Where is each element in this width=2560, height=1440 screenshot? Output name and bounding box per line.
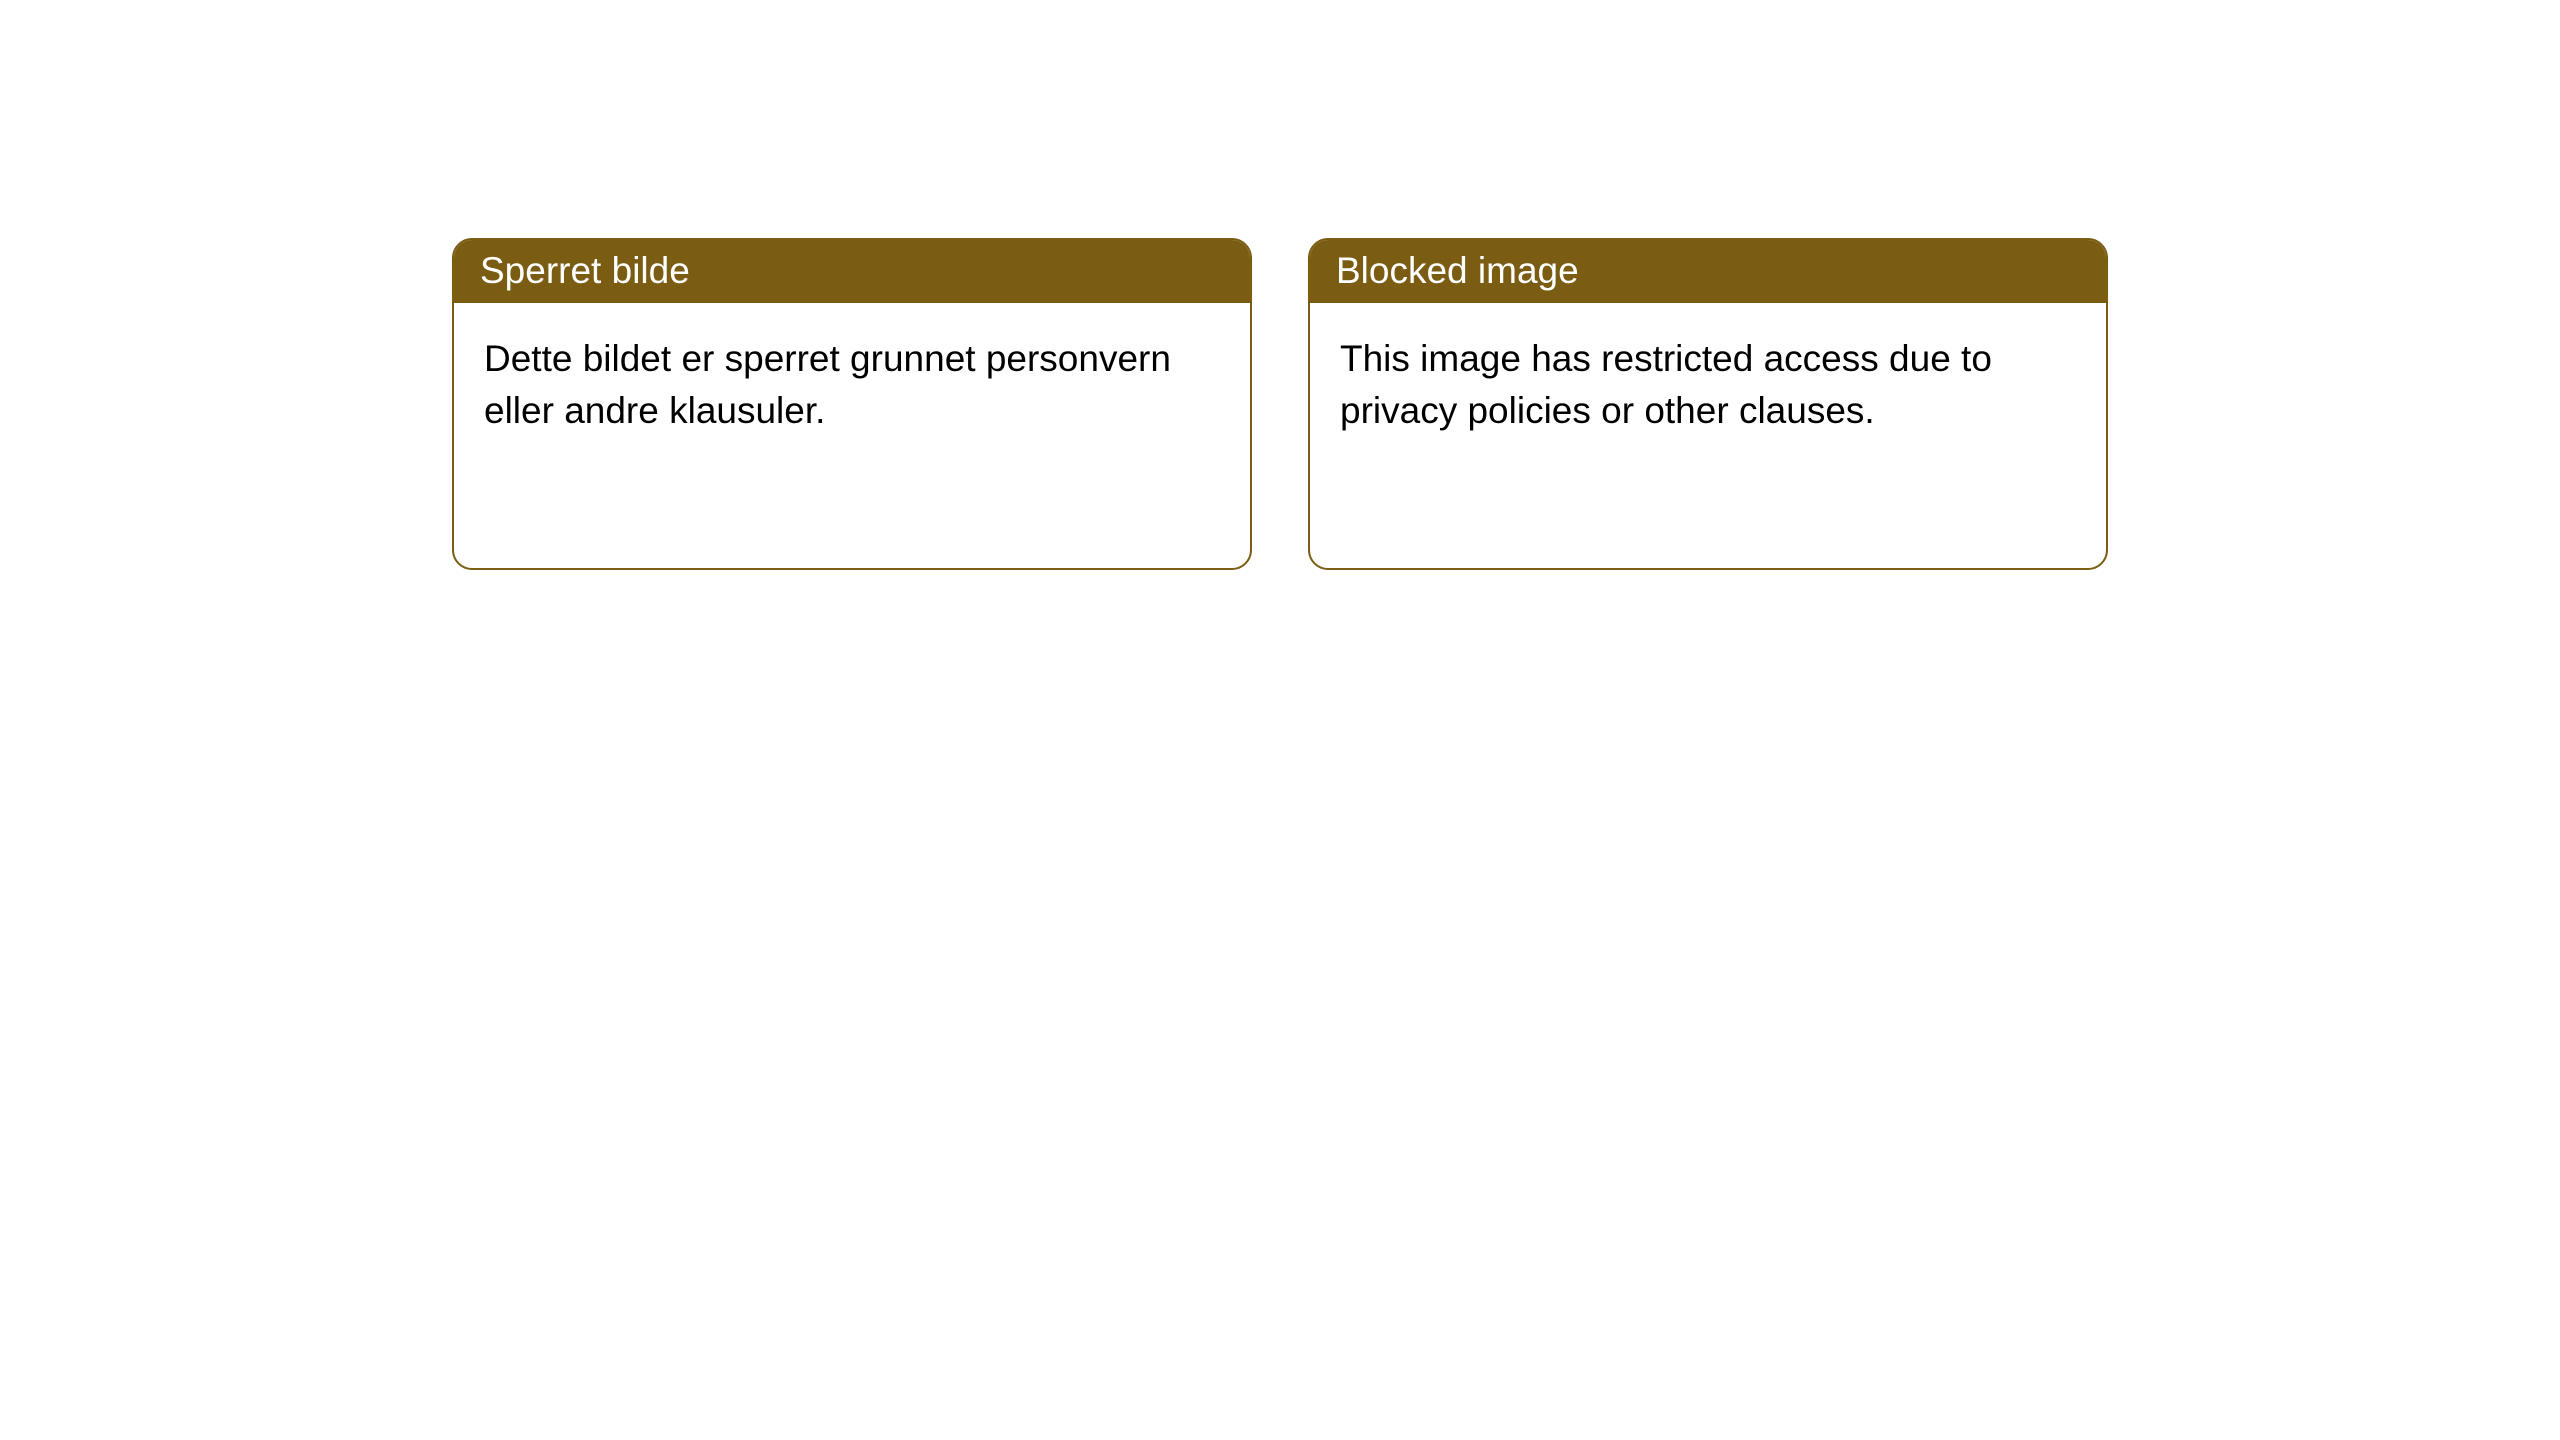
notice-card-english: Blocked image This image has restricted … <box>1308 238 2108 570</box>
notice-card-body: This image has restricted access due to … <box>1310 303 2106 467</box>
notice-card-body: Dette bildet er sperret grunnet personve… <box>454 303 1250 467</box>
notice-card-title: Sperret bilde <box>454 240 1250 303</box>
notice-container: Sperret bilde Dette bildet er sperret gr… <box>0 0 2560 570</box>
notice-card-norwegian: Sperret bilde Dette bildet er sperret gr… <box>452 238 1252 570</box>
notice-card-title: Blocked image <box>1310 240 2106 303</box>
